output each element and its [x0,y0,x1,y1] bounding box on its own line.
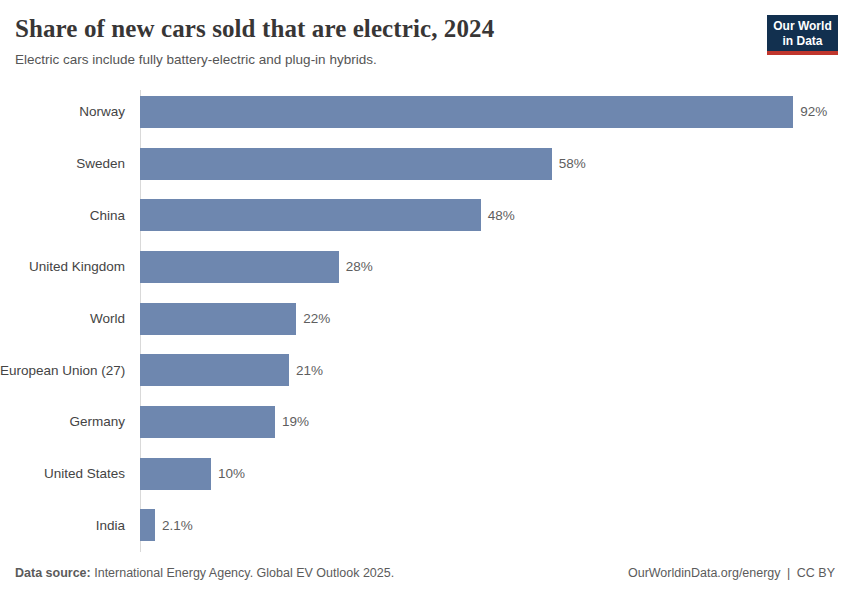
category-label: European Union (27) [0,363,125,378]
bar-row: Norway 92% [0,86,850,138]
bar-track: 2.1% [140,509,850,541]
bar-track: 22% [140,303,850,335]
category-label: United States [0,466,125,481]
owid-url-link[interactable]: OurWorldinData.org/energy [628,566,781,580]
page-title: Share of new cars sold that are electric… [15,14,494,44]
chart-page: Share of new cars sold that are electric… [0,0,850,600]
bar-track: 92% [140,96,850,128]
bar-row: Germany 19% [0,396,850,448]
bar-track: 19% [140,406,850,438]
category-label: Sweden [0,156,125,171]
category-label: Germany [0,414,125,429]
bar-track: 58% [140,148,850,180]
bar-chart: Norway 92% Sweden 58% China 48% United K… [0,86,850,551]
license-label: CC BY [797,566,835,580]
value-label: 21% [296,363,323,378]
bar[interactable] [140,96,793,128]
footer-right: OurWorldinData.org/energy | CC BY [625,565,835,581]
bar[interactable] [140,354,289,386]
bar[interactable] [140,148,552,180]
bar-row: United Kingdom 28% [0,241,850,293]
bar-track: 48% [140,199,850,231]
bar[interactable] [140,199,481,231]
bar-row: India 2.1% [0,500,850,552]
data-source-label: Data source: [15,566,91,580]
value-label: 22% [303,311,330,326]
bar[interactable] [140,303,296,335]
chart-subtitle: Electric cars include fully battery-elec… [15,52,377,68]
bar[interactable] [140,509,155,541]
owid-logo-line1: Our World [767,19,838,34]
data-source-text: International Energy Agency. Global EV O… [91,566,394,580]
value-label: 2.1% [162,518,193,533]
value-label: 58% [559,156,586,171]
category-label: World [0,311,125,326]
bar-row: China 48% [0,189,850,241]
value-label: 10% [218,466,245,481]
value-label: 19% [282,414,309,429]
chart-footer: Data source: International Energy Agency… [15,565,835,581]
bar-row: European Union (27) 21% [0,344,850,396]
owid-logo-line2: in Data [767,34,838,49]
bar[interactable] [140,458,211,490]
category-label: India [0,518,125,533]
category-label: China [0,208,125,223]
owid-logo[interactable]: Our World in Data [767,15,838,55]
category-label: United Kingdom [0,259,125,274]
bar-row: World 22% [0,293,850,345]
category-label: Norway [0,104,125,119]
value-label: 28% [346,259,373,274]
bar-track: 10% [140,458,850,490]
bar-row: Sweden 58% [0,138,850,190]
bar-track: 28% [140,251,850,283]
data-source: Data source: International Energy Agency… [15,565,394,581]
value-label: 92% [800,104,827,119]
footer-separator: | [787,566,790,580]
bar[interactable] [140,406,275,438]
bar[interactable] [140,251,339,283]
value-label: 48% [488,208,515,223]
bar-track: 21% [140,354,850,386]
bar-row: United States 10% [0,448,850,500]
